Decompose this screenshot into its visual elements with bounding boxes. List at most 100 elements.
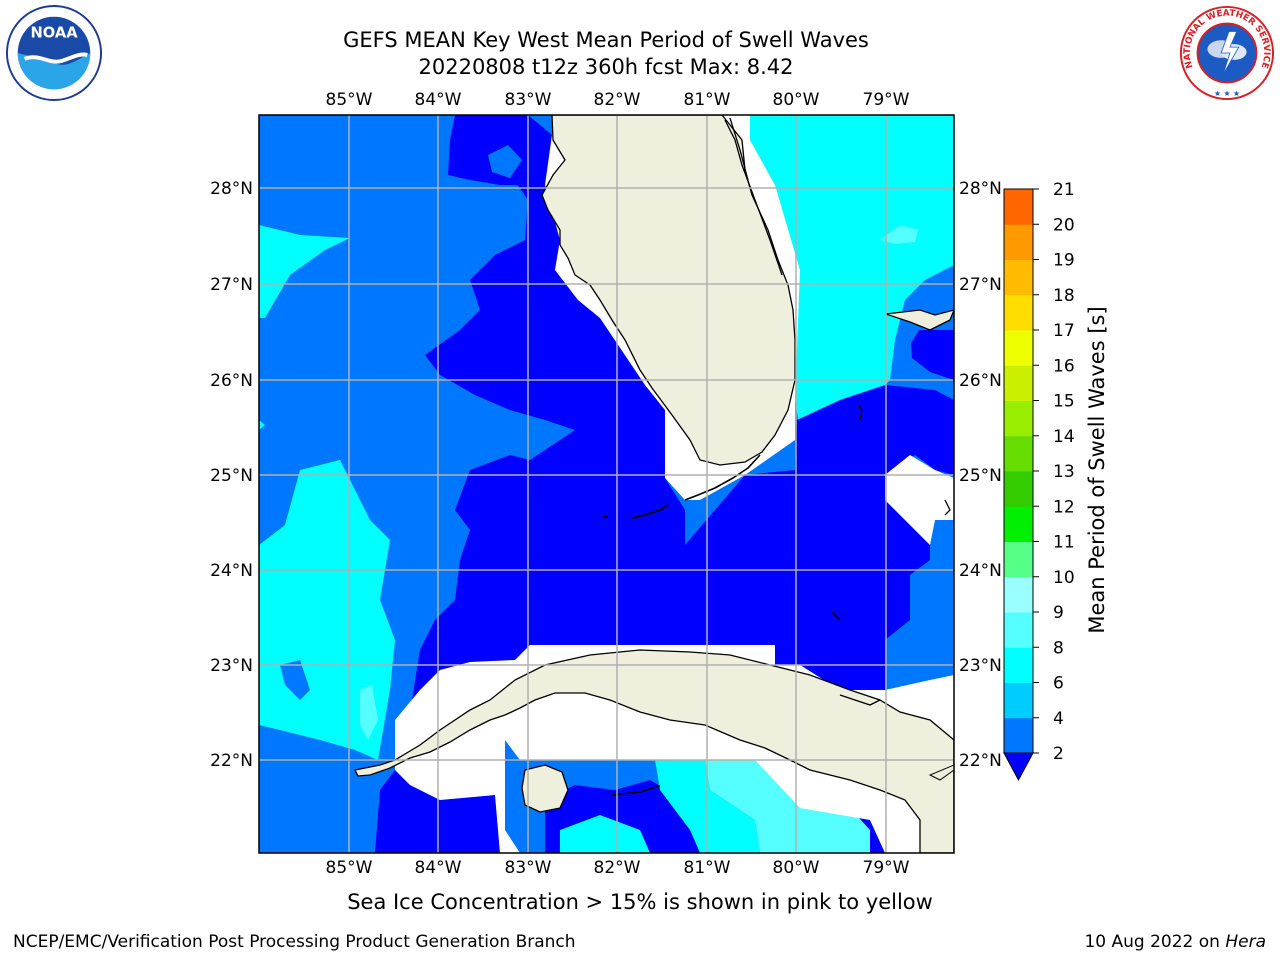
ocean-blue-inset: [280, 660, 310, 700]
lat-label: 27°N: [210, 275, 253, 295]
lat-label: 23°N: [210, 656, 253, 676]
colorbar-label: Mean Period of Swell Waves [s]: [1085, 306, 1109, 634]
lat-labels-right: 28°N 27°N 26°N 25°N 24°N 23°N 22°N: [959, 179, 1002, 771]
bahamas-land: [885, 309, 954, 331]
svg-text:NOAA: NOAA: [30, 24, 78, 41]
colorbar-tick-label: 17: [1053, 321, 1075, 341]
colorbar-tick-label: 19: [1053, 251, 1075, 271]
florida-land: [541, 115, 796, 466]
lon-label: 85°W: [326, 90, 373, 110]
lat-labels-left: 28°N 27°N 26°N 25°N 24°N 23°N 22°N: [210, 179, 253, 771]
colorbar-segment: [1004, 365, 1033, 401]
isle-of-youth: [521, 764, 569, 813]
ocean-blue-patch: [488, 145, 522, 178]
chart-title: GEFS MEAN Key West Mean Period of Swell …: [343, 28, 869, 52]
sea-ice-note: Sea Ice Concentration > 15% is shown in …: [347, 890, 933, 914]
colorbar-segment: [1004, 224, 1033, 260]
colorbar-segment: [1004, 435, 1033, 472]
colorbar-tick-label: 10: [1053, 568, 1075, 588]
lat-label: 22°N: [210, 751, 253, 771]
colorbar-segment: [1004, 189, 1033, 225]
colorbar-tick-label: 9: [1053, 603, 1064, 623]
ocean-deep-region: [412, 115, 954, 700]
lon-label: 83°W: [505, 858, 552, 878]
colorbar-segment: [1004, 506, 1033, 542]
lat-label: 27°N: [959, 275, 1002, 295]
map-gridlines: [259, 115, 954, 853]
colorbar-segment: [1004, 330, 1033, 366]
colorbar-segment: [1004, 576, 1033, 613]
lon-label: 84°W: [415, 858, 462, 878]
footer-host: Hera: [1225, 932, 1266, 952]
lon-label: 85°W: [326, 858, 373, 878]
lon-label: 80°W: [773, 858, 820, 878]
colorbar-segment: [1004, 682, 1033, 719]
colorbar: 2 4 6 8 9 10 11 12 13 14 15 16 17 18 19 20 21: [1003, 180, 1075, 782]
lat-label: 23°N: [959, 656, 1002, 676]
lon-labels-bottom: 85°W 84°W 83°W 82°W 81°W 80°W 79°W: [326, 858, 910, 878]
map-frame: [258, 114, 955, 854]
colorbar-tick-label: 12: [1053, 497, 1075, 517]
ocean-deep-north: [448, 115, 528, 185]
lon-label: 82°W: [594, 90, 641, 110]
colorbar-tick-label: 8: [1053, 638, 1064, 658]
ocean-cyan-west-north: [259, 225, 350, 318]
colorbar-tick-label: 16: [1053, 356, 1075, 376]
lat-label: 25°N: [210, 466, 253, 486]
ocean-deep-east: [910, 330, 954, 380]
svg-text:★ ★ ★: ★ ★ ★: [1214, 89, 1240, 98]
coastal-mask-bahamas: [885, 455, 954, 545]
colorbar-tick-label: 13: [1053, 462, 1075, 482]
colorbar-segment: [1004, 259, 1033, 296]
chart-subtitle: 20220808 t12z 360h fcst Max: 8.42: [418, 55, 794, 79]
colorbar-underflow-arrow: [1003, 752, 1034, 782]
ocean-aqua-patch: [880, 225, 918, 244]
colorbar-segment: [1004, 717, 1033, 754]
lon-label: 79°W: [863, 858, 910, 878]
lon-label: 84°W: [415, 90, 462, 110]
colorbar-segment: [1004, 294, 1033, 331]
ocean-aqua-south: [705, 760, 870, 853]
florida-keys: [684, 454, 761, 501]
ocean-cyan-edge: [259, 420, 265, 430]
lon-label: 83°W: [505, 90, 552, 110]
colorbar-segment: [1004, 612, 1033, 648]
lon-labels-top: 85°W 84°W 83°W 82°W 81°W 80°W 79°W: [326, 90, 910, 110]
colorbar-tick-label: 14: [1053, 427, 1075, 447]
footer-date-text: 10 Aug 2022 on: [1084, 932, 1226, 952]
lon-label: 81°W: [684, 90, 731, 110]
lat-label: 28°N: [210, 179, 253, 199]
ocean-cyan-south1: [560, 815, 650, 853]
noaa-logo-icon: NOAA: [5, 4, 103, 102]
colorbar-tick-label: 15: [1053, 392, 1075, 412]
lat-label: 25°N: [959, 466, 1002, 486]
lat-label: 22°N: [959, 751, 1002, 771]
ocean-cyan-region: [750, 115, 954, 430]
colorbar-tick-label: 20: [1053, 215, 1075, 235]
colorbar-segment: [1004, 647, 1033, 683]
map-plot-area: [259, 115, 954, 853]
colorbar-tick-label: 21: [1053, 180, 1075, 200]
lon-label: 81°W: [684, 858, 731, 878]
colorbar-tick-label: 6: [1053, 674, 1064, 694]
colorbar-tick-label: 2: [1053, 744, 1064, 764]
ocean-aqua-inset: [360, 685, 378, 740]
colorbar-tick-label: 18: [1053, 286, 1075, 306]
lat-label: 28°N: [959, 179, 1002, 199]
lat-label: 26°N: [210, 371, 253, 391]
colorbar-segment: [1004, 400, 1033, 437]
colorbar-segment: [1004, 471, 1033, 507]
lon-label: 80°W: [773, 90, 820, 110]
footer-date: 10 Aug 2022 on Hera: [1084, 932, 1266, 952]
lon-label: 82°W: [594, 858, 641, 878]
nws-logo-icon: NATIONAL WEATHER SERVICE ★ ★ ★: [1179, 5, 1275, 101]
footer-credit: NCEP/EMC/Verification Post Processing Pr…: [13, 932, 576, 952]
lat-label: 24°N: [959, 561, 1002, 581]
lat-label: 24°N: [210, 561, 253, 581]
lon-label: 79°W: [863, 90, 910, 110]
colorbar-tick-label: 11: [1053, 533, 1075, 553]
colorbar-segment: [1004, 541, 1033, 578]
colorbar-tick-label: 4: [1053, 709, 1064, 729]
cuba-land: [354, 649, 954, 853]
